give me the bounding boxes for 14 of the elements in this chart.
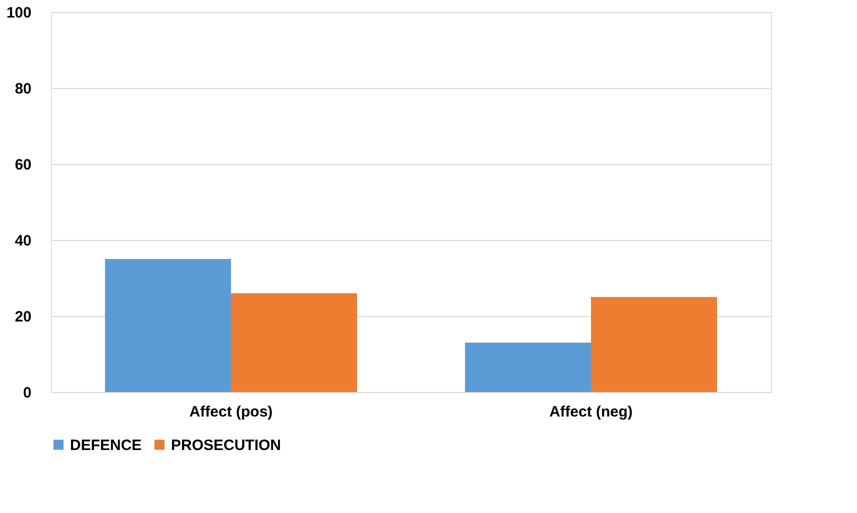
bar	[465, 342, 591, 392]
x-tick-label: Affect (neg)	[549, 404, 633, 420]
y-tick-label: 60	[14, 156, 32, 174]
y-tick-label: 100	[6, 4, 32, 22]
y-tick-label: 80	[14, 80, 32, 98]
y-tick-label: 0	[23, 384, 32, 402]
bar	[591, 297, 717, 392]
bar	[105, 259, 231, 392]
legend-label: DEFENCE	[70, 436, 142, 454]
x-tick-label: Affect (pos)	[189, 404, 273, 420]
bar	[231, 293, 357, 392]
y-tick-label: 20	[14, 308, 32, 326]
legend-label: PROSECUTION	[171, 436, 282, 454]
y-tick-label: 40	[14, 232, 32, 250]
